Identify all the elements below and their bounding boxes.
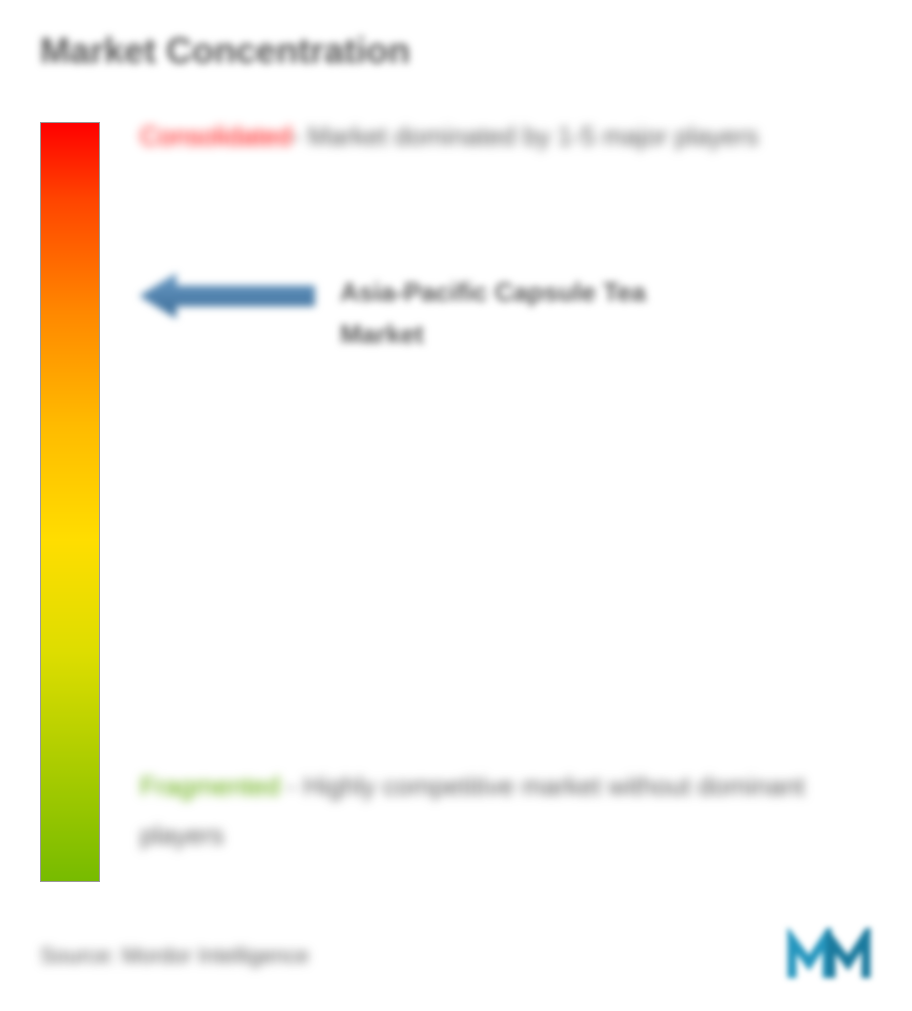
right-content: Consolidated- Market dominated by 1-5 ma… xyxy=(140,122,872,902)
market-pointer: Asia-Pacific Capsule Tea Market xyxy=(140,272,720,355)
concentration-gradient-bar xyxy=(40,122,100,882)
fragmented-text: Fragmented - Highly competitive market w… xyxy=(140,762,852,861)
market-label: Asia-Pacific Capsule Tea Market xyxy=(340,272,720,355)
fragmented-label: Fragmented xyxy=(140,771,280,801)
source-label: Source: Mordor Intelligence xyxy=(40,943,309,969)
consolidated-text: Consolidated- Market dominated by 1-5 ma… xyxy=(140,112,852,161)
consolidated-description: - Market dominated by 1-5 major players xyxy=(292,121,759,151)
footer: Source: Mordor Intelligence xyxy=(40,928,872,983)
consolidated-block: Consolidated- Market dominated by 1-5 ma… xyxy=(140,112,852,161)
page-title: Market Concentration xyxy=(40,30,872,72)
content-area: Consolidated- Market dominated by 1-5 ma… xyxy=(40,122,872,902)
fragmented-block: Fragmented - Highly competitive market w… xyxy=(140,762,852,861)
mordor-logo-icon xyxy=(787,928,872,983)
arrow-left-icon xyxy=(140,272,315,320)
logo xyxy=(787,928,872,983)
consolidated-label: Consolidated xyxy=(140,121,292,151)
